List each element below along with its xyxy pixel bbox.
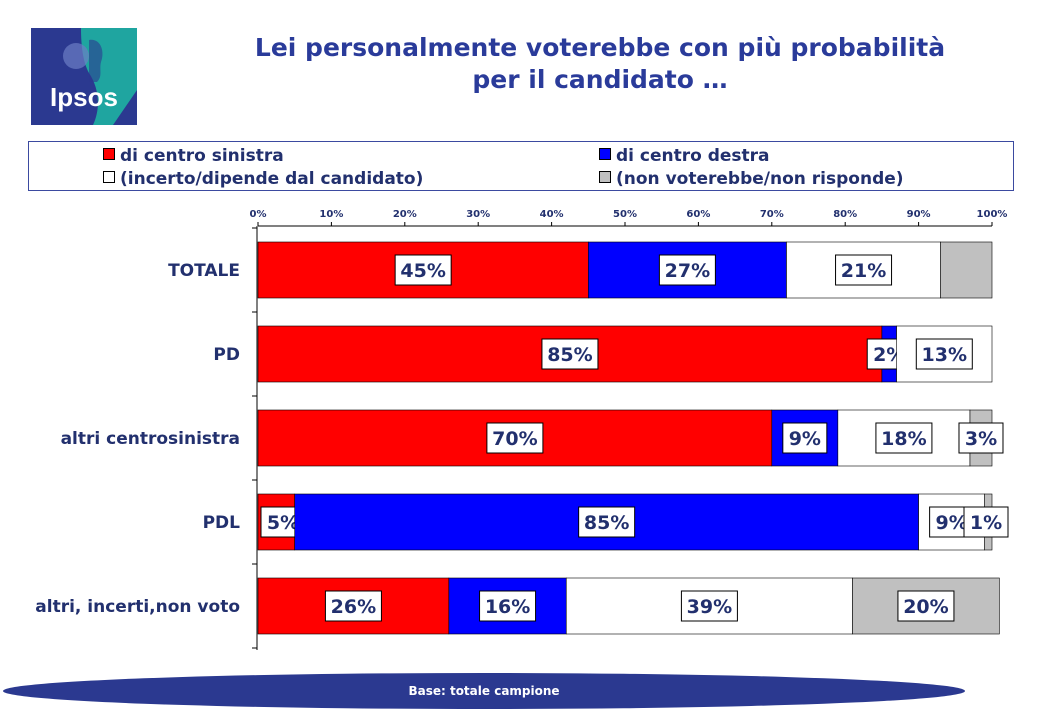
data-label: 13% bbox=[922, 344, 967, 366]
data-label-box bbox=[958, 422, 1004, 454]
data-label: 70% bbox=[492, 428, 537, 450]
data-label-box bbox=[915, 338, 973, 370]
legend-item-incerto: (incerto/dipende dal candidato) bbox=[103, 169, 423, 189]
data-label-box bbox=[541, 338, 599, 370]
data-label: 26% bbox=[331, 596, 376, 618]
x-tick-label: 70% bbox=[760, 209, 784, 220]
footer-banner bbox=[3, 673, 965, 709]
legend-label: di centro destra bbox=[616, 146, 770, 166]
category-label: PD bbox=[213, 345, 240, 365]
legend-label: di centro sinistra bbox=[120, 146, 284, 166]
data-label: 45% bbox=[400, 260, 445, 282]
data-label: 9% bbox=[935, 512, 967, 534]
bar-segment bbox=[940, 241, 993, 299]
data-label-box bbox=[963, 506, 1009, 538]
legend-item-centro-sinistra: di centro sinistra bbox=[103, 146, 284, 166]
x-tick-label: 100% bbox=[977, 209, 1008, 220]
data-label: 1% bbox=[970, 512, 1002, 534]
chart-legend: di centro sinistra di centro destra (inc… bbox=[28, 141, 1014, 191]
data-label: 18% bbox=[881, 428, 926, 450]
category-label: altri centrosinistra bbox=[61, 429, 240, 449]
data-label: 9% bbox=[789, 428, 821, 450]
data-label: 5% bbox=[267, 512, 299, 534]
data-label-box bbox=[680, 590, 738, 622]
data-label: 16% bbox=[485, 596, 530, 618]
ipsos-logo: Ipsos bbox=[31, 28, 137, 125]
data-label: 3% bbox=[965, 428, 997, 450]
data-label-box bbox=[394, 254, 452, 286]
title-line-2: per il candidato … bbox=[472, 65, 728, 94]
logo-text: Ipsos bbox=[50, 82, 118, 112]
data-label-box bbox=[479, 590, 537, 622]
x-tick-label: 20% bbox=[393, 209, 417, 220]
x-tick-label: 30% bbox=[466, 209, 490, 220]
data-label-box bbox=[782, 422, 828, 454]
data-label-box bbox=[486, 422, 544, 454]
legend-label: (non voterebbe/non risponde) bbox=[616, 169, 904, 189]
legend-item-centro-destra: di centro destra bbox=[599, 146, 770, 166]
logo-face-icon bbox=[89, 39, 103, 82]
x-tick-label: 10% bbox=[319, 209, 343, 220]
data-label: 85% bbox=[547, 344, 592, 366]
x-tick-label: 60% bbox=[686, 209, 710, 220]
category-label: PDL bbox=[203, 513, 241, 533]
title-line-1: Lei personalmente voterebbe con più prob… bbox=[254, 33, 946, 62]
data-label-box bbox=[835, 254, 893, 286]
data-label: 85% bbox=[584, 512, 629, 534]
x-tick-label: 80% bbox=[833, 209, 857, 220]
x-tick-label: 90% bbox=[907, 209, 931, 220]
category-label: TOTALE bbox=[168, 261, 240, 281]
legend-label: (incerto/dipende dal candidato) bbox=[120, 169, 424, 189]
data-label: 20% bbox=[903, 596, 948, 618]
legend-swatch-white bbox=[103, 171, 115, 183]
data-label: 39% bbox=[687, 596, 732, 618]
x-tick-label: 50% bbox=[613, 209, 637, 220]
data-label: 27% bbox=[665, 260, 710, 282]
data-label-box bbox=[578, 506, 636, 538]
logo-tree-icon bbox=[63, 43, 89, 69]
footer-ellipse bbox=[3, 673, 965, 709]
legend-swatch-red bbox=[103, 148, 115, 160]
page-title: Lei personalmente voterebbe con più prob… bbox=[190, 32, 1010, 96]
data-label-box bbox=[897, 590, 955, 622]
x-tick-label: 40% bbox=[540, 209, 564, 220]
data-label-box bbox=[875, 422, 933, 454]
data-label: 21% bbox=[841, 260, 886, 282]
data-label-box bbox=[658, 254, 716, 286]
category-label: altri, incerti,non voto bbox=[35, 597, 240, 617]
legend-swatch-blue bbox=[599, 148, 611, 160]
legend-swatch-gray bbox=[599, 171, 611, 183]
data-label-box bbox=[324, 590, 382, 622]
legend-item-non-voterebbe: (non voterebbe/non risponde) bbox=[599, 169, 904, 189]
footer-base-text: Base: totale campione bbox=[408, 684, 560, 698]
x-tick-label: 0% bbox=[250, 209, 267, 220]
